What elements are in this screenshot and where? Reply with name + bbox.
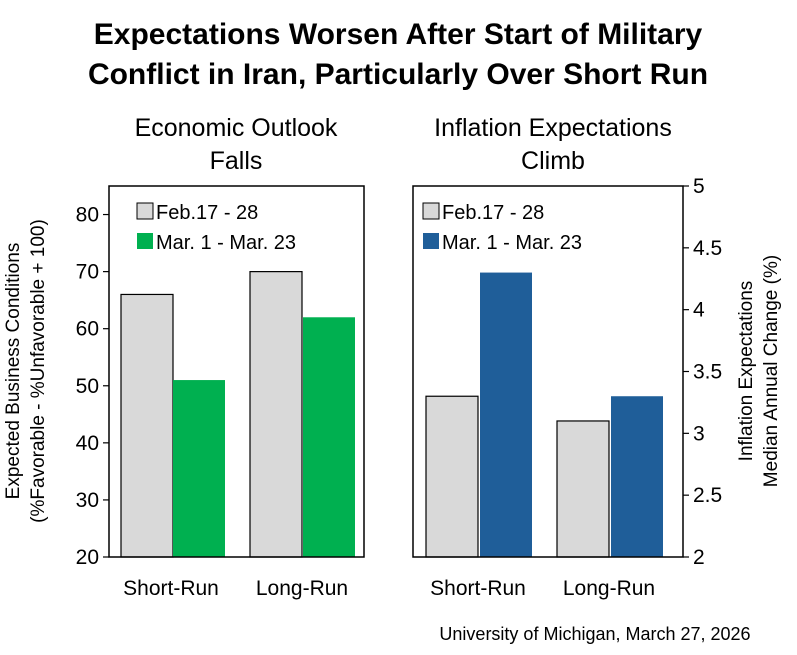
right-panel-title-line-2: Climb — [521, 147, 585, 175]
left-y-tick-label-40: 40 — [76, 432, 99, 455]
right-panel-title-line-1: Inflation Expectations — [434, 114, 672, 142]
right-category-label-short-run: Short-Run — [430, 577, 526, 600]
left-panel-title-line-2: Falls — [210, 147, 263, 175]
main-title-line-2: Conflict in Iran, Particularly Over Shor… — [88, 58, 708, 91]
right-bar-long-run-mar — [611, 396, 663, 557]
right-category-label-long-run: Long-Run — [563, 577, 655, 600]
left-legend-swatch-feb — [136, 202, 154, 220]
right-y-tick-label-3: 3 — [693, 422, 705, 445]
right-y-axis-label-line-2: Median Annual Change (%) — [761, 255, 782, 487]
right-bar-short-run-mar — [480, 272, 532, 557]
right-legend-label-feb: Feb.17 - 28 — [442, 202, 544, 224]
right-panel: Inflation Expectations Climb 2 2.5 3 3.5 4 4.… — [412, 114, 782, 600]
right-legend-swatch-mar — [423, 233, 439, 249]
left-y-tick-label-60: 60 — [76, 318, 99, 341]
left-y-axis-label-line-1: Expected Business Conditions — [3, 243, 24, 500]
right-y-tick-label-3-5: 3.5 — [693, 361, 722, 384]
left-legend-label-feb: Feb.17 - 28 — [156, 202, 258, 224]
right-plot-frame — [412, 185, 684, 558]
left-category-label-short-run: Short-Run — [123, 577, 219, 600]
left-legend-label-mar: Mar. 1 - Mar. 23 — [156, 232, 296, 254]
left-bar-long-run-feb — [249, 271, 303, 558]
right-y-tick-label-4: 4 — [693, 299, 705, 322]
left-y-tick-label-30: 30 — [76, 489, 99, 512]
left-y-tick-label-80: 80 — [76, 204, 99, 227]
right-legend-swatch-feb — [422, 202, 440, 220]
right-legend-label-mar: Mar. 1 - Mar. 23 — [442, 232, 582, 254]
source-note: University of Michigan, March 27, 2026 — [439, 624, 750, 644]
left-y-tick-label-50: 50 — [76, 375, 99, 398]
left-bar-short-run-feb — [120, 293, 174, 558]
left-legend-swatch-mar — [137, 233, 153, 249]
right-y-tick-label-4-5: 4.5 — [693, 237, 722, 260]
main-title-line-1: Expectations Worsen After Start of Milit… — [94, 18, 703, 51]
right-bar-long-run-feb — [556, 420, 610, 558]
right-y-tick-label-2: 2 — [693, 546, 705, 569]
right-y-tick-label-2-5: 2.5 — [693, 484, 722, 507]
left-y-tick-label-70: 70 — [76, 261, 99, 284]
right-y-axis-label-line-1: Inflation Expectations — [736, 281, 757, 462]
right-y-tick-label-5: 5 — [693, 175, 705, 198]
left-plot-frame — [108, 185, 365, 558]
left-y-axis-label-line-2: (%Favorable - %Unfavorable + 100) — [28, 219, 49, 523]
left-panel: Economic Outlook Falls 20 30 40 50 60 70 80 Ex… — [3, 114, 365, 600]
left-y-tick-label-20: 20 — [76, 546, 99, 569]
left-panel-title-line-1: Economic Outlook — [135, 114, 338, 142]
left-category-label-long-run: Long-Run — [256, 577, 348, 600]
left-bar-long-run-mar — [303, 317, 355, 557]
right-bar-short-run-feb — [425, 395, 479, 558]
left-bar-short-run-mar — [173, 380, 225, 557]
